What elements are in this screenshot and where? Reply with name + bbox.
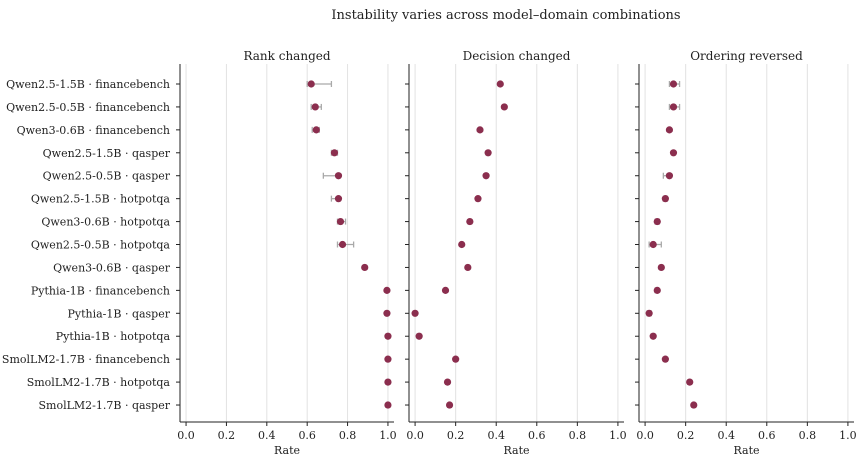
data-point bbox=[669, 80, 678, 88]
panels: 0.0 0.2 0.4 0.6 0.8 1.0 Rank changed Rate 0.0 0.2… bbox=[176, 49, 857, 457]
data-point bbox=[669, 149, 678, 157]
data-point bbox=[669, 103, 678, 111]
data-point bbox=[476, 126, 484, 134]
panel-decision-changed: 0.0 0.2 0.4 0.6 0.8 1.0 Decision changed Rate bbox=[405, 49, 627, 457]
data-point bbox=[307, 80, 315, 88]
data-point bbox=[496, 80, 504, 88]
x-tick-label: 0.8 bbox=[799, 429, 817, 442]
y-tick-label: Qwen2.5-0.5B · hotpotqa bbox=[31, 239, 171, 252]
data-point bbox=[445, 401, 454, 409]
x-tick-label: 0.8 bbox=[339, 429, 357, 442]
data-point bbox=[312, 126, 320, 134]
x-tick-label: 0.2 bbox=[447, 429, 465, 442]
panel-title: Decision changed bbox=[463, 49, 571, 63]
x-tick-label: 0.4 bbox=[717, 429, 735, 442]
data-point bbox=[338, 240, 347, 249]
data-point bbox=[384, 401, 392, 409]
data-point bbox=[384, 332, 392, 340]
data-point bbox=[474, 195, 482, 203]
data-point bbox=[645, 309, 653, 317]
data-point bbox=[384, 378, 392, 386]
panel-title: Rank changed bbox=[243, 49, 330, 63]
x-tick-label: 0.2 bbox=[677, 429, 695, 442]
x-axis-label: Rate bbox=[274, 444, 300, 457]
panel-title: Ordering reversed bbox=[690, 49, 803, 63]
data-point bbox=[383, 286, 391, 294]
figure-title: Instability varies across model–domain c… bbox=[331, 8, 680, 23]
x-tick-label: 0.0 bbox=[177, 429, 195, 442]
y-tick-label: SmolLM2-1.7B · hotpotqa bbox=[27, 376, 171, 389]
data-point bbox=[330, 149, 339, 157]
x-tick-label: 0.6 bbox=[298, 429, 316, 442]
data-point bbox=[484, 149, 492, 157]
y-tick-label: SmolLM2-1.7B · qasper bbox=[38, 399, 170, 412]
y-tick-label: SmolLM2-1.7B · financebench bbox=[2, 353, 170, 366]
data-point bbox=[482, 172, 490, 180]
x-tick-label: 0.4 bbox=[487, 429, 505, 442]
y-tick-label: Qwen2.5-1.5B · financebench bbox=[6, 78, 170, 91]
category-labels: Qwen2.5-1.5B · financebench Qwen2.5-0.5B … bbox=[2, 78, 171, 412]
data-point bbox=[466, 217, 474, 226]
data-point bbox=[653, 217, 661, 226]
x-tick-label: 1.0 bbox=[609, 429, 627, 442]
data-point bbox=[336, 217, 345, 226]
y-tick-label: Pythia-1B · hotpotqa bbox=[56, 330, 171, 343]
y-tick-label: Qwen2.5-0.5B · qasper bbox=[43, 170, 171, 183]
x-tick-label: 0.6 bbox=[758, 429, 776, 442]
y-tick-label: Qwen2.5-1.5B · qasper bbox=[43, 147, 171, 160]
data-point bbox=[464, 263, 472, 272]
data-point bbox=[649, 332, 657, 340]
data-point bbox=[443, 378, 452, 386]
x-tick-label: 0.0 bbox=[636, 429, 654, 442]
data-point bbox=[334, 172, 343, 180]
x-tick-label: 1.0 bbox=[839, 429, 857, 442]
y-tick-label: Qwen2.5-1.5B · hotpotqa bbox=[31, 193, 171, 206]
x-tick-label: 0.2 bbox=[218, 429, 236, 442]
x-tick-label: 0.6 bbox=[528, 429, 546, 442]
data-point bbox=[383, 309, 391, 317]
data-point bbox=[361, 263, 369, 272]
y-tick-label: Qwen3-0.6B · financebench bbox=[17, 124, 170, 137]
x-tick-label: 0.8 bbox=[569, 429, 587, 442]
data-point bbox=[415, 332, 423, 340]
data-point bbox=[649, 240, 657, 249]
y-tick-label: Pythia-1B · financebench bbox=[31, 284, 170, 297]
data-point bbox=[384, 355, 392, 363]
data-point bbox=[657, 263, 665, 272]
data-point bbox=[311, 103, 319, 111]
data-point bbox=[690, 401, 698, 409]
x-tick-label: 1.0 bbox=[379, 429, 397, 442]
data-point bbox=[452, 355, 460, 363]
x-tick-label: 0.4 bbox=[258, 429, 276, 442]
y-tick-label: Qwen3-0.6B · hotpotqa bbox=[41, 216, 170, 229]
x-axis-label: Rate bbox=[503, 444, 529, 457]
data-point bbox=[500, 103, 508, 111]
y-tick-label: Qwen2.5-0.5B · financebench bbox=[6, 101, 170, 114]
data-point bbox=[458, 240, 466, 249]
y-tick-label: Qwen3-0.6B · qasper bbox=[53, 261, 171, 274]
data-point bbox=[441, 286, 450, 294]
x-tick-label: 0.0 bbox=[406, 429, 424, 442]
data-point bbox=[661, 355, 669, 363]
data-point bbox=[661, 195, 669, 203]
panel-rank-changed: 0.0 0.2 0.4 0.6 0.8 1.0 Rank changed Rate bbox=[176, 49, 397, 457]
data-point bbox=[411, 309, 419, 317]
data-point bbox=[334, 195, 343, 203]
data-point bbox=[653, 286, 661, 294]
panel-ordering-reversed: 0.0 0.2 0.4 0.6 0.8 1.0 Ordering reversed Rate bbox=[635, 49, 857, 457]
data-point bbox=[686, 378, 694, 386]
data-point bbox=[665, 126, 674, 134]
x-axis-label: Rate bbox=[733, 444, 759, 457]
data-point bbox=[665, 172, 674, 180]
y-tick-label: Pythia-1B · qasper bbox=[67, 307, 170, 320]
